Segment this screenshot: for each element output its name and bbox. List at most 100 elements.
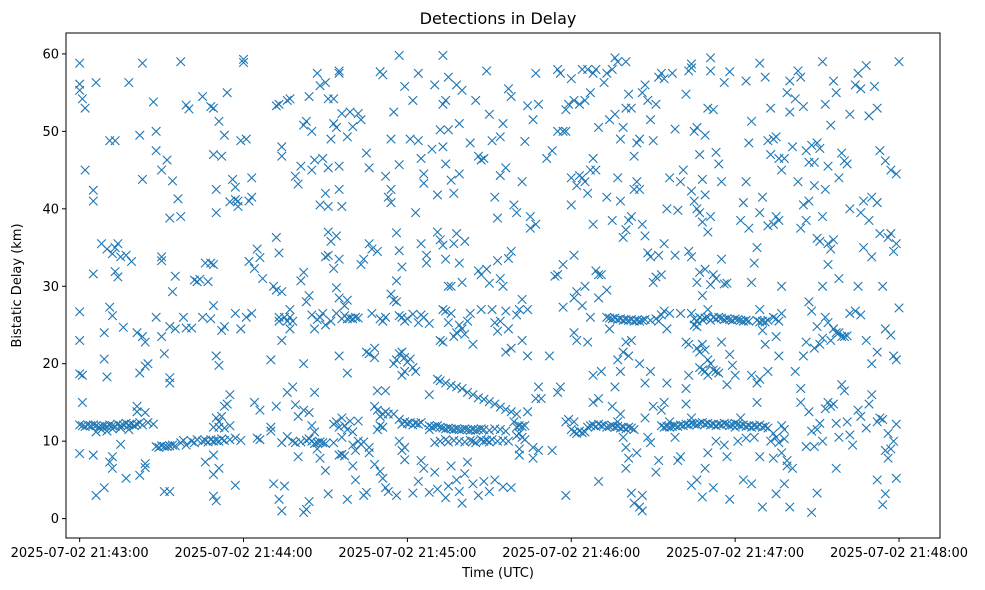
data-point (394, 414, 404, 425)
data-point (334, 161, 344, 171)
data-point (372, 424, 383, 435)
data-point (129, 421, 139, 431)
data-point (342, 494, 353, 504)
data-point (755, 451, 765, 462)
data-point (509, 417, 519, 427)
data-point (361, 148, 372, 158)
data-point (135, 470, 145, 480)
data-point (353, 313, 363, 323)
data-point (891, 419, 901, 429)
data-point (531, 219, 541, 229)
data-point (522, 101, 533, 111)
data-point (315, 437, 325, 447)
data-point (681, 383, 691, 394)
data-point (700, 463, 710, 473)
data-point (755, 58, 765, 68)
data-point (804, 297, 814, 307)
data-point (694, 267, 705, 278)
data-point (443, 317, 454, 328)
data-point (768, 428, 779, 439)
data-point (88, 196, 99, 206)
data-point (621, 56, 631, 67)
data-point (697, 290, 708, 301)
data-point (602, 68, 612, 78)
data-point (165, 486, 175, 497)
data-point (588, 68, 598, 78)
data-point (118, 322, 129, 333)
data-point (211, 351, 221, 361)
data-point (806, 426, 817, 436)
data-point (318, 153, 328, 164)
data-point (74, 85, 85, 96)
data-point (74, 335, 85, 346)
data-point (121, 473, 131, 484)
data-point (815, 143, 825, 154)
data-point (454, 258, 464, 268)
data-point (640, 231, 650, 241)
data-point (389, 107, 399, 117)
data-point (394, 159, 404, 170)
data-point (850, 80, 861, 90)
data-point (337, 449, 347, 460)
data-point (107, 249, 118, 259)
data-point (503, 436, 514, 446)
data-point (697, 217, 708, 227)
data-point (438, 304, 448, 315)
data-point (867, 390, 877, 400)
data-point (296, 161, 306, 171)
data-point (774, 316, 784, 326)
data-point (484, 396, 495, 407)
data-point (891, 238, 901, 249)
data-point (613, 417, 623, 427)
data-point (367, 308, 377, 319)
data-point (457, 383, 467, 394)
data-point (577, 300, 587, 311)
data-point (760, 72, 770, 82)
data-point (602, 422, 612, 432)
data-point (812, 488, 822, 498)
data-point (746, 370, 757, 381)
data-point (621, 442, 631, 453)
data-point (323, 489, 333, 499)
data-point (449, 331, 459, 342)
data-point (730, 422, 740, 432)
data-point (498, 281, 508, 291)
data-point (495, 132, 505, 142)
data-point (703, 448, 713, 458)
data-point (593, 269, 604, 280)
data-point (331, 122, 342, 133)
data-point (230, 308, 241, 319)
data-point (711, 366, 721, 377)
data-point (891, 355, 901, 365)
data-point (514, 450, 525, 460)
data-point (408, 309, 418, 319)
data-point (457, 324, 467, 334)
data-point (776, 281, 787, 291)
data-point (629, 498, 639, 508)
data-point (607, 401, 617, 412)
data-point (487, 135, 497, 146)
data-point (725, 421, 735, 431)
data-point (891, 169, 901, 179)
data-point (533, 445, 544, 456)
data-point (165, 321, 175, 332)
data-point (274, 248, 284, 258)
data-point (350, 312, 361, 322)
data-point (156, 165, 167, 175)
data-point (348, 122, 358, 132)
data-point (309, 427, 320, 437)
data-point (110, 135, 120, 146)
data-point (356, 115, 366, 125)
data-point (208, 450, 219, 460)
data-point (817, 211, 828, 222)
data-point (495, 402, 505, 412)
data-point (826, 244, 836, 254)
y-tick-label: 10 (42, 435, 59, 450)
data-point (506, 343, 516, 353)
data-point (389, 359, 399, 369)
data-point (307, 126, 317, 137)
data-point (236, 435, 246, 446)
data-point (645, 438, 656, 448)
data-point (233, 201, 243, 212)
data-point (432, 484, 443, 494)
